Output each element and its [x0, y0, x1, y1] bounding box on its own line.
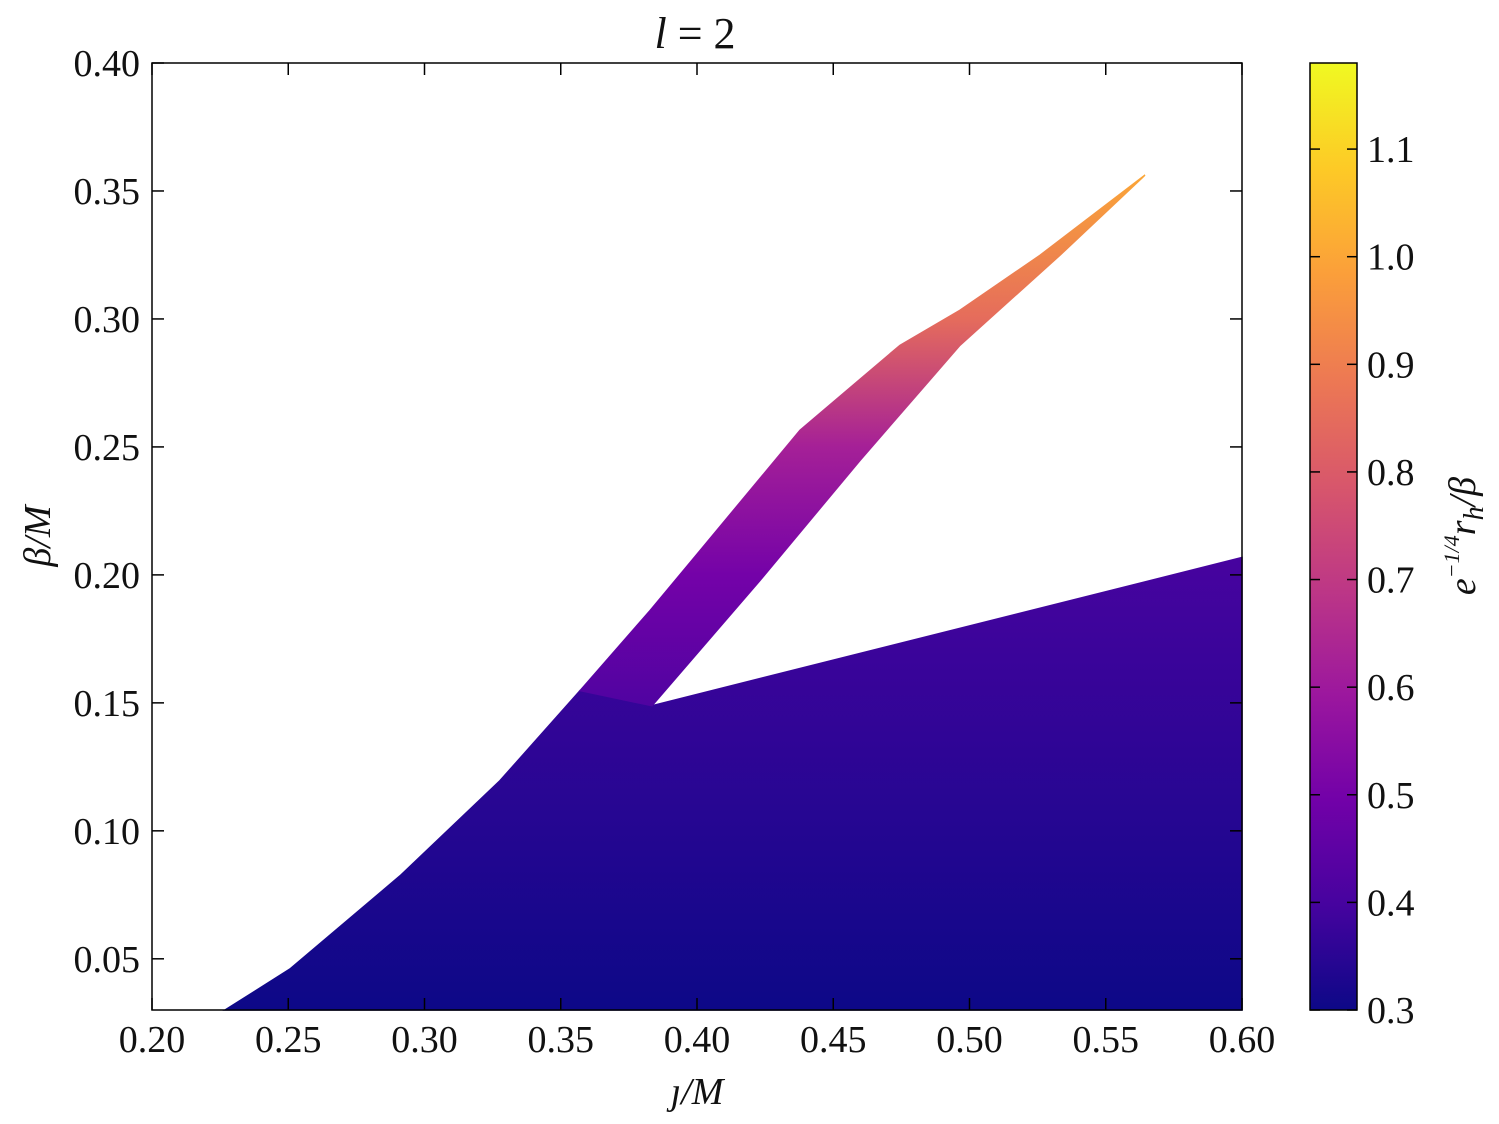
x-tick-label: 0.20 — [119, 1019, 186, 1061]
colorbar-tick-label: 0.3 — [1367, 990, 1415, 1032]
colorbar-tick-label: 1.1 — [1367, 129, 1415, 171]
y-tick-label: 0.35 — [74, 171, 141, 213]
colorbar-tick-label: 0.5 — [1367, 775, 1415, 817]
x-tick-label: 0.40 — [664, 1019, 731, 1061]
x-tick-label: 0.60 — [1209, 1019, 1276, 1061]
x-tick-label: 0.30 — [391, 1019, 458, 1061]
y-tick-label: 0.15 — [74, 683, 141, 725]
x-tick-label: 0.55 — [1073, 1019, 1140, 1061]
y-tick-label: 0.20 — [74, 555, 141, 597]
colorbar-tick-label: 0.6 — [1367, 667, 1415, 709]
x-tick-label: 0.45 — [800, 1019, 867, 1061]
y-tick-label: 0.25 — [74, 427, 141, 469]
colorbar-tick-label: 0.9 — [1367, 344, 1415, 386]
x-tick-label: 0.50 — [936, 1019, 1003, 1061]
y-tick-label: 0.40 — [74, 43, 141, 85]
x-tick-label: 0.35 — [528, 1019, 595, 1061]
colorbar-tick-label: 0.7 — [1367, 560, 1415, 602]
colorbar-tick-label: 0.8 — [1367, 452, 1415, 494]
y-tick-label: 0.10 — [74, 811, 141, 853]
x-axis-label: ȷ/M — [666, 1071, 726, 1113]
colorbar-tick-label: 0.4 — [1367, 882, 1415, 924]
y-axis-label: β/M — [17, 503, 59, 567]
region — [222, 556, 1243, 1011]
region — [578, 174, 1146, 707]
y-tick-label: 0.05 — [74, 939, 141, 981]
colorbar-tick-label: 1.0 — [1367, 237, 1415, 279]
x-tick-label: 0.25 — [255, 1019, 322, 1061]
chart-title: l = 2 — [654, 9, 735, 58]
colorbar — [1309, 62, 1358, 1011]
y-tick-label: 0.30 — [74, 299, 141, 341]
colorbar-label: e−1/4rh/β — [1439, 477, 1490, 595]
